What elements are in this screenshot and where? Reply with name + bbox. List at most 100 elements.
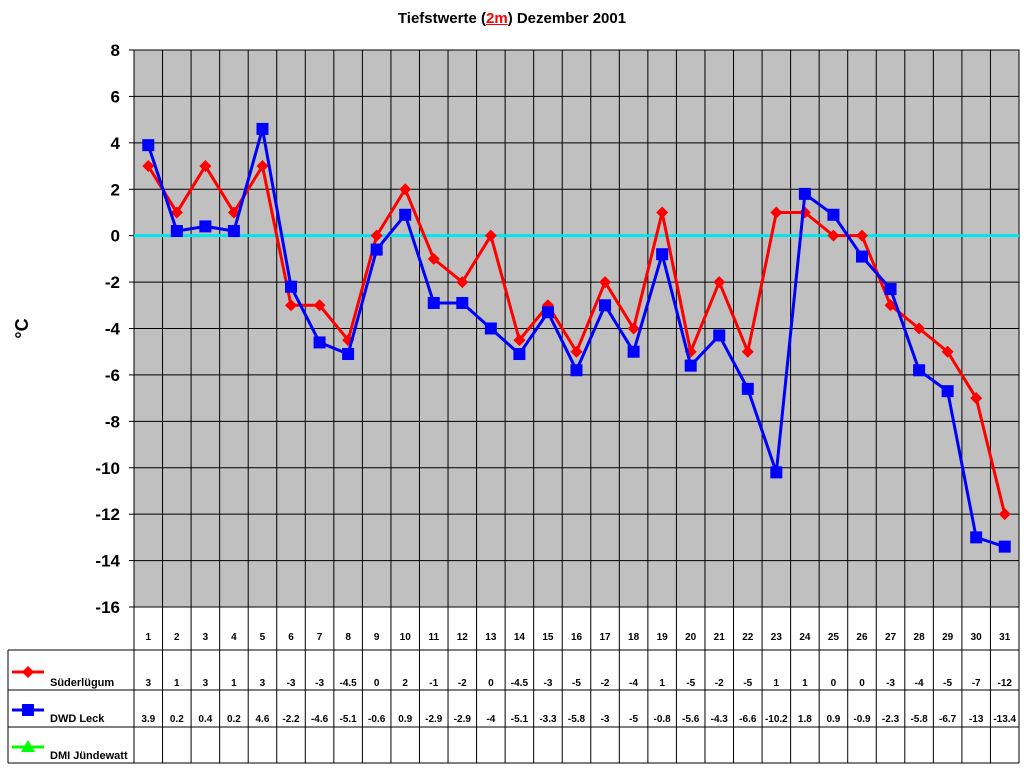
x-tick-label: 18 <box>628 632 640 643</box>
data-table-value: -12 <box>997 678 1012 689</box>
data-table-value: 0.2 <box>170 714 184 725</box>
y-tick-label: 6 <box>111 87 120 106</box>
series-point <box>855 250 868 263</box>
data-table-value: 0.9 <box>826 714 840 725</box>
data-table-value: -5.8 <box>910 714 928 725</box>
series-point <box>770 466 783 479</box>
data-table-value: 1 <box>231 678 237 689</box>
data-table-value: -4.3 <box>711 714 729 725</box>
series-point <box>884 283 897 296</box>
x-tick-label: 12 <box>457 632 469 643</box>
series-point <box>370 243 383 256</box>
data-table-value: 1 <box>174 678 180 689</box>
series-point <box>827 208 840 221</box>
x-tick-label: 26 <box>856 632 868 643</box>
series-point <box>513 348 526 361</box>
series-point <box>427 252 440 265</box>
data-table-value: -5 <box>743 678 752 689</box>
series-point <box>599 276 612 289</box>
x-tick-label: 15 <box>542 632 554 643</box>
data-table-value: 3 <box>145 678 151 689</box>
data-table-value: 1 <box>802 678 808 689</box>
data-table-value: -3.3 <box>539 714 557 725</box>
data-table-value: 1 <box>659 678 665 689</box>
legend-label: Süderlügum <box>50 677 114 689</box>
data-table-value: -0.8 <box>654 714 672 725</box>
series-point <box>741 382 754 395</box>
series-point <box>199 220 212 233</box>
data-table-value: -4 <box>629 678 638 689</box>
data-table-value: -5 <box>572 678 581 689</box>
data-table-value: 0.9 <box>398 714 412 725</box>
data-table-value: -5 <box>629 714 638 725</box>
y-tick-label: -10 <box>95 459 120 478</box>
data-table-value: -10.2 <box>765 714 788 725</box>
series-point <box>456 296 469 309</box>
series-point <box>798 187 811 200</box>
series-point <box>484 322 497 335</box>
y-axis-label: °C <box>12 318 32 338</box>
data-table-value: -4.6 <box>311 714 329 725</box>
series-point <box>827 229 840 242</box>
legend-marker <box>22 666 34 678</box>
series-point <box>142 139 155 152</box>
data-table-value: -4.5 <box>511 678 529 689</box>
series-point <box>627 345 640 358</box>
x-tick-label: 7 <box>317 632 323 643</box>
data-table-value: -2 <box>601 678 610 689</box>
data-table-value: -0.9 <box>853 714 871 725</box>
data-table-value: 3 <box>203 678 209 689</box>
series-point <box>199 160 212 173</box>
x-tick-label: 13 <box>485 632 497 643</box>
x-tick-label: 31 <box>999 632 1011 643</box>
series-point <box>627 322 640 335</box>
x-tick-label: 23 <box>771 632 783 643</box>
x-tick-label: 4 <box>231 632 237 643</box>
series-point <box>541 306 554 319</box>
title-suffix: ) Dezember 2001 <box>507 10 627 27</box>
series-point <box>170 225 183 238</box>
series-point <box>399 183 412 196</box>
data-table-value: -0.6 <box>368 714 386 725</box>
title-highlight: 2m <box>486 10 508 27</box>
x-tick-label: 16 <box>571 632 583 643</box>
data-table-value: -3 <box>287 678 296 689</box>
series-point <box>513 334 526 347</box>
data-table-value: -7 <box>972 678 981 689</box>
data-table-value: 4.6 <box>256 714 270 725</box>
series-point <box>285 299 298 312</box>
x-tick-label: 19 <box>657 632 669 643</box>
title-prefix: Tiefstwerte ( <box>397 10 486 27</box>
x-tick-label: 24 <box>799 632 811 643</box>
data-table-value: -5.6 <box>682 714 700 725</box>
data-table-value: -1 <box>429 678 438 689</box>
series-point <box>313 299 326 312</box>
series-point <box>256 160 269 173</box>
series-point <box>599 299 612 312</box>
x-tick-label: 9 <box>374 632 380 643</box>
series-point <box>227 225 240 238</box>
data-table-value: -6.6 <box>739 714 757 725</box>
series-point <box>770 206 783 219</box>
series-point <box>570 345 583 358</box>
series-point <box>713 329 726 342</box>
series-point <box>970 531 983 544</box>
data-table-value: 0 <box>374 678 380 689</box>
data-table-value: 0 <box>859 678 865 689</box>
series-point <box>570 364 583 377</box>
y-tick-label: -14 <box>95 552 120 571</box>
y-tick-label: -12 <box>95 505 120 524</box>
x-tick-label: 10 <box>400 632 412 643</box>
x-tick-label: 22 <box>742 632 754 643</box>
series-point <box>941 385 954 398</box>
x-tick-label: 27 <box>885 632 897 643</box>
x-tick-label: 20 <box>685 632 697 643</box>
data-table-value: 0 <box>831 678 837 689</box>
data-table-value: -4 <box>486 714 495 725</box>
y-tick-label: -8 <box>105 412 120 431</box>
series-point <box>399 208 412 221</box>
data-table-value: -2.9 <box>454 714 472 725</box>
series-point <box>998 508 1011 521</box>
series-point <box>970 392 983 405</box>
